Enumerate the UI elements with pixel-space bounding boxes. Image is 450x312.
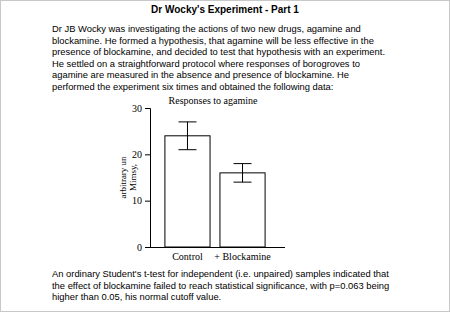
intro-line: blockamine. He formed a hypothesis, that…: [52, 35, 374, 46]
y-axis-title: arbitrary un: [118, 156, 128, 199]
intro-line: agamine are measured in the absence and …: [52, 69, 349, 80]
conclusion-line: the effect of blockamine failed to reach…: [52, 280, 389, 291]
y-tick-mark: [145, 201, 150, 202]
error-bar: [178, 122, 196, 150]
error-bar: [234, 164, 252, 183]
y-axis: 0 10 20 30: [132, 103, 151, 253]
conclusion-line: higher than 0.05, his normal cutoff valu…: [52, 291, 221, 302]
slide: Dr Wocky's Experiment - Part 1 Dr JB Wock…: [0, 0, 450, 312]
x-axis: Control + Blockamine: [150, 247, 285, 262]
error-stem: [242, 164, 243, 183]
y-tick: 20: [132, 149, 150, 160]
y-tick: 0: [137, 242, 150, 253]
x-tick: Control: [172, 247, 203, 262]
x-axis-line: [150, 247, 285, 248]
y-tick-label: 20: [132, 149, 142, 160]
error-cap: [178, 149, 196, 150]
x-tick-label: Control: [172, 251, 203, 262]
slide-title: Dr Wocky's Experiment - Part 1: [151, 4, 299, 15]
bar: [165, 136, 210, 247]
intro-line: presence of blockamine, and decided to t…: [52, 46, 385, 57]
y-tick-mark: [145, 154, 150, 155]
y-tick-label: 0: [137, 242, 142, 253]
error-cap: [178, 121, 196, 122]
x-tick-label: + Blockamine: [214, 251, 271, 262]
error-cap: [234, 163, 252, 164]
intro-line: performed the experiment six times and o…: [52, 81, 333, 92]
intro-line: He settled on a straightforward protocol…: [52, 58, 360, 69]
error-cap: [234, 182, 252, 183]
y-tick: 30: [132, 103, 150, 114]
x-tick: + Blockamine: [214, 247, 271, 262]
y-tick: 10: [132, 195, 150, 206]
conclusion-line: An ordinary Student's t-test for indepen…: [52, 268, 389, 279]
intro-line: Dr JB Wocky was investigating the action…: [52, 23, 361, 34]
y-axis-title: Mimsy,: [128, 164, 138, 191]
bars: [165, 122, 265, 247]
y-tick-label: 30: [132, 103, 142, 114]
y-tick-label: 10: [132, 195, 142, 206]
slide-frame: [1, 1, 450, 312]
chart-title: Responses to agamine: [169, 95, 258, 106]
bar: [220, 173, 265, 247]
error-stem: [187, 122, 188, 150]
y-tick-mark: [145, 108, 150, 109]
y-axis-line: [145, 109, 151, 248]
y-tick-mark: [145, 247, 150, 248]
